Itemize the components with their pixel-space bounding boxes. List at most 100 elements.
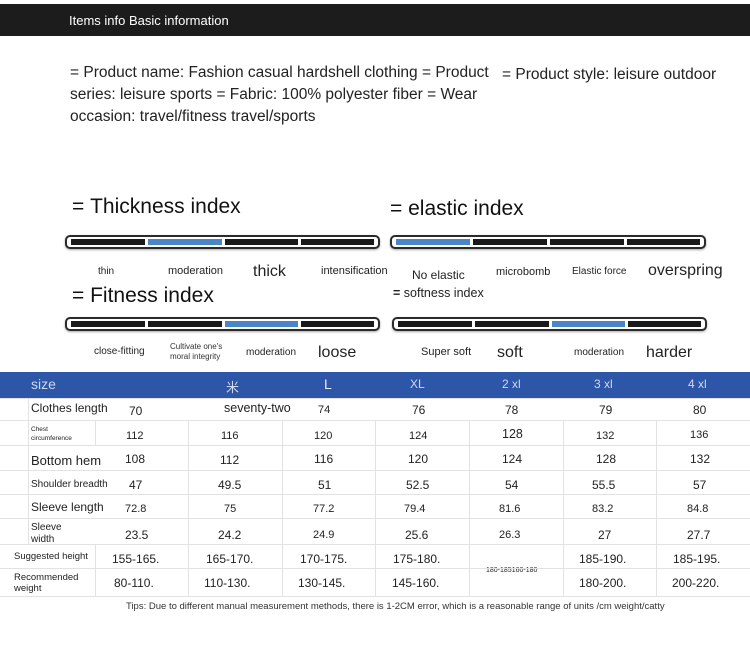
- bar-segment: [71, 239, 145, 245]
- bar-segment: [148, 321, 222, 327]
- bar-segment-selected: [148, 239, 222, 245]
- row-label: Suggested height: [14, 551, 88, 562]
- thickness-label: thin: [98, 266, 115, 277]
- table-cell: 75: [224, 503, 237, 515]
- fitness-title-text: Fitness index: [90, 284, 214, 307]
- bar-segment: [71, 321, 145, 327]
- table-cell: 54: [505, 478, 519, 492]
- elastic-index-bar: [390, 235, 706, 249]
- table-cell: 165-170.: [206, 552, 254, 566]
- table-cell: 24.2: [218, 528, 242, 542]
- bar-segment: [628, 321, 701, 327]
- row-label: Clothes length: [31, 401, 108, 415]
- elastic-title-text: elastic index: [408, 197, 524, 220]
- table-cell: 130-145.: [298, 576, 346, 590]
- fitness-label: Cultivate one's moral integrity: [170, 342, 223, 361]
- table-cell: 55.5: [592, 478, 616, 492]
- table-cell: seventy-two: [224, 401, 291, 415]
- fitness-label: loose: [318, 344, 357, 361]
- bar-segment: [475, 321, 549, 327]
- table-cell: 25.6: [405, 528, 429, 542]
- product-info-line: series: leisure sports = Fabric: 100% po…: [70, 86, 478, 103]
- bar-segment: [398, 321, 472, 327]
- row-label: Bottom hem: [31, 453, 102, 468]
- thickness-title-text: Thickness index: [90, 195, 241, 218]
- thickness-title: = Thickness index: [72, 195, 241, 219]
- product-style: = Product style: leisure outdoor: [502, 66, 717, 83]
- table-cell: 132: [596, 430, 615, 442]
- thickness-label: intensification: [321, 265, 388, 277]
- bar-segment-selected: [552, 321, 625, 327]
- elastic-label: No elastic: [412, 268, 465, 282]
- thickness-label: thick: [253, 263, 286, 280]
- row-label: Sleeve length: [31, 500, 104, 514]
- table-cell: 128: [596, 452, 617, 466]
- softness-index-bar: [392, 317, 707, 331]
- table-cell: 79.4: [404, 503, 426, 515]
- row-label: Chest circumference: [31, 426, 72, 442]
- table-cell: 74: [318, 404, 331, 416]
- thickness-index-bar: [65, 235, 380, 249]
- fitness-label: moderation: [246, 347, 297, 358]
- table-cell: 120: [314, 430, 333, 442]
- size-header-cell: 2 xl: [502, 377, 521, 391]
- table-cell: 76: [412, 403, 426, 417]
- elastic-label: overspring: [648, 262, 723, 279]
- softness-title-text: softness index: [403, 286, 484, 300]
- bar-segment: [301, 239, 374, 245]
- thickness-label: moderation: [168, 265, 224, 277]
- product-info: = Product name: Fashion casual hardshell…: [70, 62, 489, 128]
- softness-label: moderation: [574, 347, 625, 358]
- elastic-title: = elastic index: [390, 197, 524, 221]
- size-header-cell: size: [31, 376, 56, 392]
- table-cell: 24.9: [313, 529, 335, 541]
- size-header-cell: L: [324, 376, 332, 392]
- table-cell: 72.8: [125, 503, 147, 515]
- bar-segment: [225, 239, 298, 245]
- product-info-line: = Product name: Fashion casual hardshell…: [70, 64, 489, 81]
- bar-segment: [301, 321, 374, 327]
- table-cell: 57: [693, 478, 707, 492]
- table-cell: 27: [598, 528, 612, 542]
- row-label: Sleeve width: [31, 522, 62, 545]
- softness-label: harder: [646, 344, 693, 361]
- elastic-label: microbomb: [496, 266, 551, 278]
- bar-segment: [550, 239, 624, 245]
- table-cell: 110-130.: [204, 576, 251, 590]
- size-header-cell: 4 xl: [688, 377, 707, 391]
- table-cell: 124: [502, 452, 523, 466]
- table-cell: 200-220.: [672, 576, 720, 590]
- fitness-title: = Fitness index: [72, 284, 214, 308]
- table-cell: 185-190.: [579, 552, 627, 566]
- table-cell: 80-110.: [114, 576, 154, 590]
- elastic-label: Elastic force: [572, 266, 627, 277]
- table-cell: 83.2: [592, 503, 614, 515]
- header-bar: Items info Basic information: [0, 4, 750, 36]
- table-cell: 70: [129, 404, 143, 418]
- bullet-icon: =: [390, 197, 409, 220]
- bullet-icon: =: [72, 195, 91, 218]
- table-cell: 47: [129, 478, 143, 492]
- table-cell: 128: [502, 427, 523, 441]
- product-info-line: occasion: travel/fitness travel/sports: [70, 108, 316, 125]
- table-cell: 170-175.: [300, 552, 348, 566]
- row-label: Recommended weight: [14, 572, 79, 594]
- table-cell: 77.2: [313, 503, 335, 515]
- table-cell: 112: [220, 453, 240, 467]
- table-cell: 81.6: [499, 503, 521, 515]
- fitness-label: close-fitting: [94, 346, 145, 357]
- table-cell: 108: [125, 452, 146, 466]
- table-cell: 120: [408, 452, 429, 466]
- bar-segment: [627, 239, 700, 245]
- table-cell: 180-200.: [579, 576, 627, 590]
- table-cell: 79: [599, 403, 613, 417]
- table-cell: 185-195.: [673, 552, 721, 566]
- size-header-cell: 米: [226, 380, 240, 395]
- softness-label: Super soft: [421, 346, 472, 358]
- header-title: Items info Basic information: [69, 13, 229, 28]
- softness-title: = softness index: [393, 286, 484, 300]
- table-grid: [0, 398, 750, 597]
- table-cell: 116: [221, 430, 239, 442]
- table-cell: 155-165.: [112, 552, 160, 566]
- table-cell: 145-160.: [392, 576, 440, 590]
